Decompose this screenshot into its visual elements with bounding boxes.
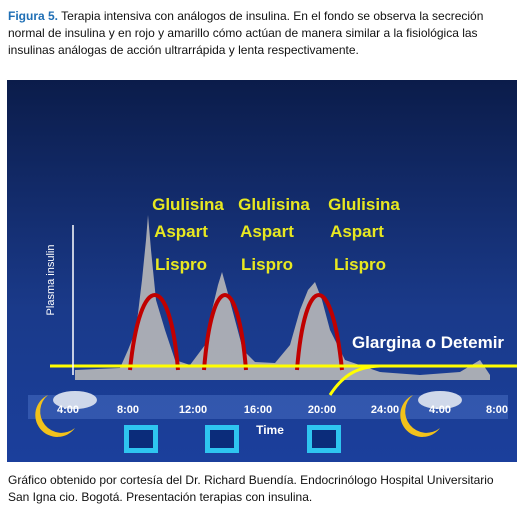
rapid-insulin-curve <box>202 293 248 371</box>
figure: Plasma insulin Glulisina Aspart Lispro G… <box>7 80 517 462</box>
meal-icon <box>205 425 239 453</box>
time-label: 4:00 <box>429 404 451 416</box>
moon-icon <box>35 391 97 437</box>
basal-label: Glargina o Detemir <box>352 333 504 352</box>
y-label: Plasma insulin <box>45 245 57 316</box>
caption: Figura 5. Terapia intensiva con análogos… <box>8 8 516 59</box>
moon-icon <box>400 391 462 437</box>
peak-label: Aspart <box>240 222 294 241</box>
time-label: 8:00 <box>486 404 508 416</box>
x-label: Time <box>256 423 284 437</box>
time-label: 12:00 <box>179 404 207 416</box>
time-label: 20:00 <box>308 404 336 416</box>
peak-label: Glulisina <box>328 195 400 214</box>
meal-icon <box>124 425 158 453</box>
time-labels: 4:00 8:00 12:00 16:00 20:00 24:00 4:00 8:00 <box>57 404 508 416</box>
peak-label: Lispro <box>334 255 386 274</box>
peak-label: Aspart <box>154 222 208 241</box>
peak-label: Lispro <box>241 255 293 274</box>
peak-label: Lispro <box>155 255 207 274</box>
caption-text: Terapia intensiva con análogos de insuli… <box>8 9 484 57</box>
caption-label: Figura 5. <box>8 9 59 23</box>
peak-label: Glulisina <box>152 195 224 214</box>
time-label: 16:00 <box>244 404 272 416</box>
time-label: 8:00 <box>117 404 139 416</box>
rapid-insulin-curve <box>295 293 344 371</box>
footer: Gráfico obtenido por cortesía del Dr. Ri… <box>8 473 494 504</box>
peak-label: Glulisina <box>238 195 310 214</box>
peak-label: Aspart <box>330 222 384 241</box>
time-label: 4:00 <box>57 404 79 416</box>
meal-icon <box>307 425 341 453</box>
peak-labels: Glulisina Aspart Lispro Glulisina Aspart… <box>152 195 400 274</box>
rapid-insulin-curve <box>128 293 180 371</box>
time-label: 24:00 <box>371 404 399 416</box>
basal-onset-curve <box>328 364 381 396</box>
